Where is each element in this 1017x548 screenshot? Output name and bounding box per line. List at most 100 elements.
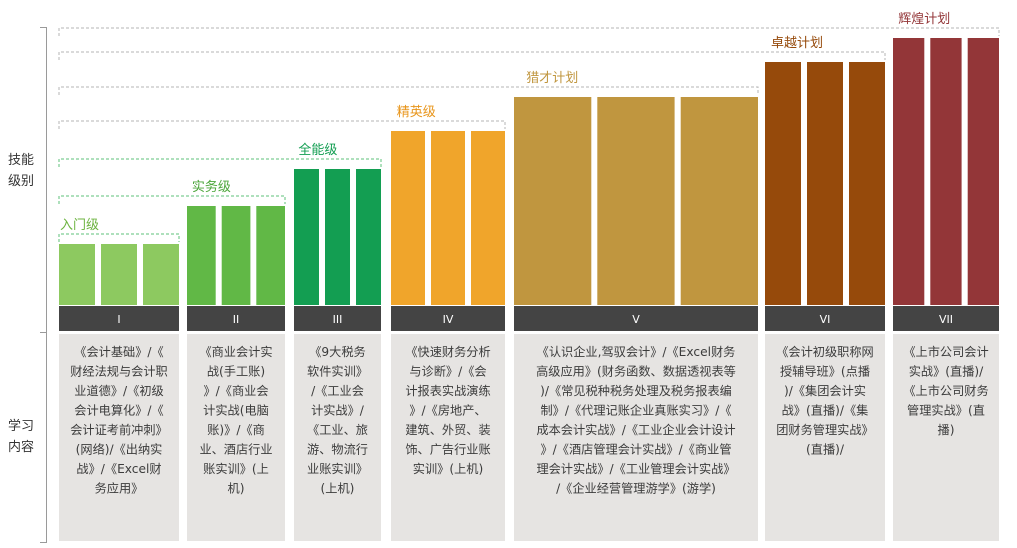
content-line: 实训》(上机) [413, 461, 483, 476]
level-bracket-3 [58, 158, 382, 167]
content-line: 《会计基础》/《 [74, 345, 163, 359]
content-line: 制》/《代理记账企业真账实习》/《 [540, 403, 731, 418]
level-bar-4-2 [431, 131, 465, 305]
roman-bar-3 [294, 306, 381, 331]
content-line: 账)》/《商 [207, 422, 265, 437]
level-bracket-4 [58, 120, 506, 129]
content-text-2: 《商业会计实战(手工账) 》/《商业会计实战(电脑账)》/《商业、酒店行业账实训》… [199, 344, 272, 496]
level-bar-3-2 [325, 169, 350, 305]
content-line: 会计证考前冲刺》 [70, 422, 168, 437]
content-line: 《认识企业,驾驭会计》/《Excel财务 [537, 344, 736, 359]
content-line: 授辅导班》(点播 [780, 365, 870, 379]
content-line: 成本会计实战》/《工业企业会计设计 [536, 422, 735, 437]
content-line: 战》/《Excel财 [76, 462, 161, 476]
content-box-7 [893, 334, 999, 541]
content-line: 饰、广告行业账 [405, 443, 490, 457]
content-line: 高级应用》(财务函数、数据透视表等 [536, 364, 736, 379]
content-text-7: 《上市公司会计实战》(直播)/ 《上市公司财务管理实战》(直播) [903, 344, 988, 437]
roman-bar-4 [391, 306, 505, 331]
content-text-1: 《会计基础》/《财经法规与会计职业道德》/《初级会计电算化》/《会计证考前冲刺》… [70, 345, 168, 496]
content-line: 《快速财务分析 [405, 344, 490, 359]
roman-bar-1 [59, 306, 179, 331]
content-box-2 [187, 334, 285, 541]
content-line: 会计电算化》/《 [74, 403, 163, 418]
level-bracket-2 [58, 195, 286, 204]
level-bar-1-3 [143, 244, 179, 305]
roman-bar-5 [514, 306, 758, 331]
level-bar-2-1 [187, 206, 216, 305]
level-bar-6-3 [849, 62, 885, 305]
axis-tick [40, 332, 47, 333]
content-line: 《工业、旅 [307, 423, 368, 437]
level-bar-2-3 [256, 206, 285, 305]
content-line: (直播)/ [806, 443, 845, 457]
content-line: 》/《酒店管理会计实战》/《商业管 [540, 442, 731, 457]
content-line: 软件实训》 [307, 364, 368, 379]
content-line: 管理实战》(直 [907, 403, 985, 418]
roman-numeral-7: VII [939, 313, 953, 326]
roman-bar-6 [765, 306, 885, 331]
content-line: )/《集团会计实 [784, 383, 866, 398]
roman-bar-2 [187, 306, 285, 331]
axis-tick [40, 542, 47, 543]
roman-numeral-4: IV [443, 313, 454, 326]
level-bar-1-1 [59, 244, 95, 305]
content-box-3 [294, 334, 381, 541]
level-name-2: 实务级 [192, 179, 231, 195]
content-box-1 [59, 334, 179, 541]
content-line: 机) [228, 482, 245, 496]
content-text-3: 《9大税务软件实训》 /《工业会计实战》/ 《工业、旅游、物流行业账实训》 (上机) [307, 344, 368, 496]
content-line: 建筑、外贸、装 [405, 422, 490, 437]
level-bar-4-1 [391, 131, 425, 305]
content-line: 与诊断》/《会 [409, 364, 486, 379]
roman-numeral-6: VI [820, 313, 831, 326]
roman-numeral-2: II [233, 313, 240, 326]
content-line: 计实战(电脑 [203, 403, 269, 418]
content-line: 务应用》 [95, 481, 144, 496]
content-line: 《9大税务 [309, 344, 366, 359]
content-line: 计报表实战演练 [405, 383, 490, 398]
roman-numeral-1: I [117, 313, 120, 326]
content-line: 计实战》/ [311, 403, 365, 418]
content-line: 战(手工账) [207, 365, 265, 379]
roman-numeral-3: III [333, 313, 343, 326]
level-bracket-5 [58, 86, 759, 95]
content-text-6: 《会计初级职称网授辅导班》(点播)/《集团会计实战》(直播)/《集团财务管理实战… [776, 345, 874, 457]
content-line: 游、物流行 [307, 443, 368, 457]
level-name-7: 辉煌计划 [898, 12, 950, 27]
content-line: /《企业经营管理游学》(游学) [556, 481, 716, 496]
content-line: 《上市公司财务 [903, 383, 988, 398]
level-bar-2-2 [221, 206, 251, 305]
content-line: 业道德》/《初级 [74, 383, 163, 398]
content-box-4 [391, 334, 505, 541]
skill-axis-line [46, 27, 47, 332]
content-box-5 [514, 334, 758, 541]
content-line: 》/《房地产、 [409, 403, 486, 418]
level-name-3: 全能级 [298, 142, 337, 158]
content-line: 播) [938, 423, 955, 437]
content-line: 实战》(直播)/ [909, 364, 984, 379]
roman-bar-7 [893, 306, 999, 331]
content-line: /《工业会 [311, 384, 364, 398]
level-bar-3-1 [294, 169, 319, 305]
content-line: 《商业会计实 [199, 344, 272, 359]
roman-numeral-5: V [632, 313, 640, 326]
content-line: 团财务管理实战》 [776, 422, 874, 437]
level-bar-7-1 [893, 38, 925, 305]
content-text-4: 《快速财务分析与诊断》/《会计报表实战演练》/《房地产、建筑、外贸、装饰、广告行… [405, 344, 490, 476]
skill-level-label: 技能 级别 [7, 153, 34, 189]
content-line: 理会计实战》/《工业管理会计实战》 [536, 461, 735, 476]
level-bar-1-2 [101, 244, 137, 305]
content-line: 》/《商业会 [203, 383, 268, 398]
content-axis-line [46, 333, 47, 543]
level-bar-6-1 [765, 62, 801, 305]
level-bracket-7 [58, 27, 1000, 36]
level-bar-5-2 [597, 97, 675, 305]
level-name-4: 精英级 [397, 105, 436, 120]
content-line: )/《常见税种税务处理及税务报表编 [540, 383, 732, 398]
level-bar-6-2 [807, 62, 843, 305]
content-box-6 [765, 334, 885, 541]
level-bar-7-2 [930, 38, 962, 305]
content-line: (网络)/《出纳实 [76, 442, 163, 457]
